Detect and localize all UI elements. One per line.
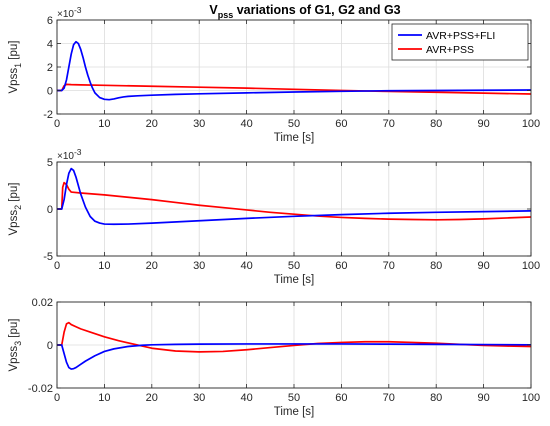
x-tick-label: 80 [430, 118, 442, 130]
y-tick-label: 0 [47, 340, 53, 352]
legend-label: AVR+PSS [426, 44, 474, 56]
y-axis-label: Vpss3 [pu] [8, 319, 23, 372]
y-tick-label: 0 [47, 86, 53, 98]
legend: AVR+PSS+FLI AVR+PSS [391, 23, 529, 61]
x-axis-label: Time [s] [274, 406, 314, 418]
series-line-avr-pss-fli [57, 167, 531, 226]
y-tick-label: -5 [43, 251, 53, 263]
x-tick-label: 60 [335, 260, 347, 272]
y-tick-label: 4 [47, 39, 53, 51]
x-tick-label: 0 [54, 118, 60, 130]
x-tick-label: 20 [146, 260, 158, 272]
x-tick-label: 90 [477, 260, 489, 272]
x-tick-label: 50 [288, 118, 300, 130]
y-tick-label: 5 [47, 157, 53, 169]
x-tick-label: 100 [522, 392, 540, 404]
series-line-avr-pss [57, 321, 531, 353]
x-tick-label: 30 [193, 260, 205, 272]
y-tick-label: -0.02 [28, 383, 53, 395]
x-tick-label: 30 [193, 118, 205, 130]
y-tick-label: 0 [47, 204, 53, 216]
y-tick-label: 6 [47, 15, 53, 27]
x-tick-label: 0 [54, 392, 60, 404]
x-tick-label: 70 [383, 392, 395, 404]
x-tick-label: 70 [383, 260, 395, 272]
legend-box [391, 23, 529, 61]
x-tick-label: 100 [522, 260, 540, 272]
x-axis-label: Time [s] [274, 132, 314, 144]
x-tick-label: 80 [430, 392, 442, 404]
x-tick-label: 40 [240, 118, 252, 130]
y-tick-label: 2 [47, 62, 53, 74]
y-axis-label: Vpss1 [pu] [8, 41, 23, 94]
series-line-avr-pss [57, 181, 531, 221]
y-tick-label: 0.02 [32, 297, 53, 309]
series-line-avr-pss-fli [57, 40, 531, 101]
x-tick-label: 60 [335, 118, 347, 130]
x-tick-label: 80 [430, 260, 442, 272]
x-tick-label: 10 [98, 118, 110, 130]
x-tick-label: 10 [98, 392, 110, 404]
x-tick-label: 50 [288, 392, 300, 404]
x-tick-label: 0 [54, 260, 60, 272]
x-tick-label: 90 [477, 118, 489, 130]
legend-label: AVR+PSS+FLI [426, 30, 495, 42]
figure-title: Vpss variations of G1, G2 and G3 [209, 3, 400, 20]
x-tick-label: 10 [98, 260, 110, 272]
x-tick-label: 20 [146, 392, 158, 404]
x-tick-label: 100 [522, 118, 540, 130]
x-tick-label: 20 [146, 118, 158, 130]
y-axis-label: Vpss2 [pu] [8, 183, 23, 236]
y-exponent-label: ×10-3 [57, 5, 82, 20]
y-exponent-label: ×10-3 [57, 147, 82, 162]
x-tick-label: 40 [240, 260, 252, 272]
x-tick-label: 90 [477, 392, 489, 404]
y-tick-label: -2 [43, 109, 53, 121]
x-tick-label: 40 [240, 392, 252, 404]
x-tick-label: 50 [288, 260, 300, 272]
x-axis-label: Time [s] [274, 274, 314, 286]
x-tick-label: 30 [193, 392, 205, 404]
x-tick-label: 60 [335, 392, 347, 404]
series-line-avr-pss-fli [57, 343, 531, 370]
x-tick-label: 70 [383, 118, 395, 130]
